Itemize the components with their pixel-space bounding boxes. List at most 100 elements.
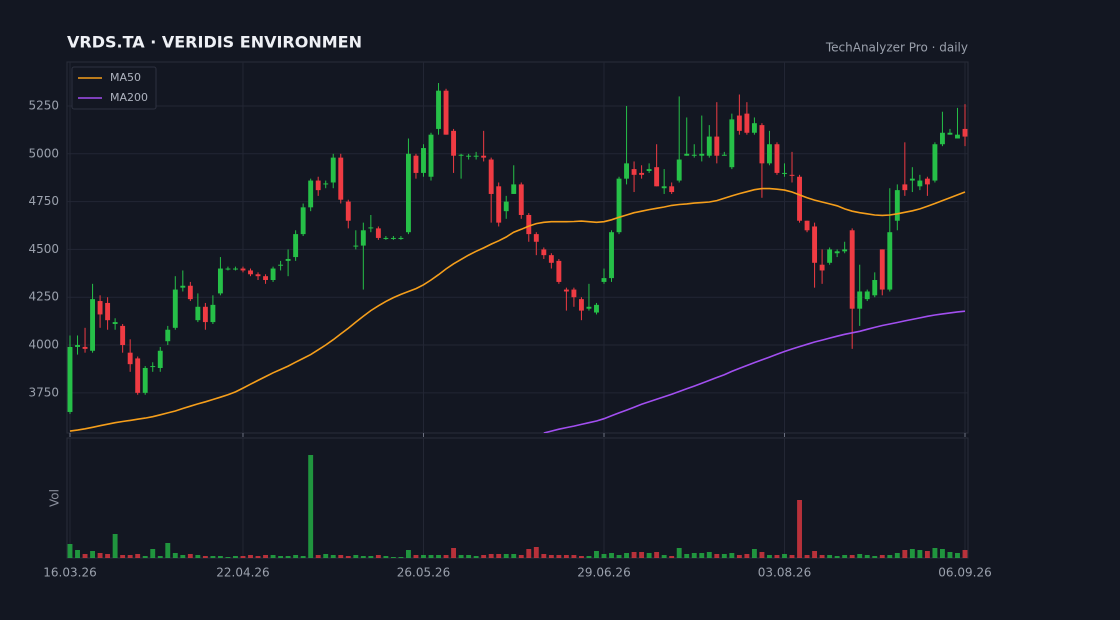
candle-body [661, 186, 667, 189]
candle-body [300, 207, 306, 235]
candle-body [112, 322, 118, 324]
candle-body [902, 184, 908, 191]
volume-bar [338, 555, 344, 558]
legend-label: MA200 [110, 91, 148, 104]
candle-body [624, 163, 629, 179]
candle-body [105, 302, 111, 321]
candles [67, 83, 968, 414]
volume-bar [797, 500, 802, 558]
volume-bar [917, 550, 923, 558]
volume-bar [767, 555, 772, 558]
volume-bar [661, 555, 667, 558]
volume-bar [172, 553, 178, 558]
candle-body [706, 136, 712, 156]
volume-bar [142, 556, 148, 558]
candle-body [887, 232, 893, 290]
candle-body [962, 128, 968, 137]
candle-body [563, 289, 569, 292]
candle-body [767, 144, 772, 164]
candle-body [533, 234, 539, 242]
volume-bar [157, 556, 163, 558]
volume-bar [233, 556, 238, 558]
candle-body [97, 301, 103, 315]
volume-bar [864, 555, 870, 558]
candle-body [594, 304, 599, 313]
candle-body [556, 260, 562, 282]
candle-body [225, 268, 231, 270]
volume-bar [255, 556, 261, 558]
volume-bar [849, 555, 855, 558]
volume-bar [894, 553, 900, 558]
candle-body [360, 230, 366, 246]
volume-bar [436, 555, 441, 558]
volume-bar [691, 553, 697, 558]
candle-body [857, 291, 863, 309]
volume-bar [601, 554, 607, 558]
volume-bar [458, 555, 464, 558]
volume-bar [75, 550, 80, 558]
y-tick-label: 5250 [28, 98, 59, 112]
volume-bar [217, 556, 223, 558]
candle-body [616, 178, 622, 233]
volume-bar [541, 554, 547, 558]
volume-bar [300, 556, 306, 558]
volume-bar [804, 555, 810, 558]
volume-bar [609, 553, 614, 558]
volume-bar [451, 548, 457, 558]
candle-body [488, 159, 494, 194]
candle-body [639, 172, 645, 175]
candle-body [127, 352, 133, 365]
y-tick-label: 4750 [28, 194, 59, 208]
volume-bar [902, 550, 908, 558]
candle-body [774, 144, 780, 173]
volume-bar [488, 554, 494, 558]
volume-bar [631, 552, 637, 558]
candle-body [947, 132, 953, 135]
volume-bar [82, 554, 88, 558]
candle-body [353, 245, 359, 247]
candle-body [67, 346, 73, 412]
candle-body [894, 190, 900, 221]
candle-body [375, 228, 381, 238]
ma-lines [69, 187, 966, 433]
volume-bar [278, 556, 284, 558]
y-tick-label: 4500 [28, 242, 59, 256]
y-tick-label: 5000 [28, 146, 59, 160]
volume-bar [496, 554, 502, 558]
volume-bar [406, 550, 411, 558]
candle-body [714, 136, 720, 156]
candle-body [571, 289, 577, 298]
volume-panel [66, 437, 969, 559]
candle-body [195, 306, 201, 321]
volume-bar [127, 555, 133, 558]
volume-bar [390, 557, 396, 558]
volume-bar [150, 549, 156, 558]
volume-bar [428, 555, 434, 558]
volume-bar [526, 549, 532, 558]
candle-body [842, 249, 848, 252]
volume-bar [97, 553, 103, 558]
volume-bar [270, 555, 276, 558]
ma-line [69, 187, 966, 432]
volume-bar [759, 552, 765, 558]
candle-body [458, 154, 464, 156]
volume-bar [473, 556, 479, 558]
y-tick-label: 3750 [28, 385, 59, 399]
volume-bar [466, 555, 472, 558]
volume-bar [594, 551, 599, 558]
volume-bar [744, 554, 750, 558]
candle-body [436, 90, 441, 129]
volume-bar [736, 555, 742, 558]
candle-body [157, 350, 163, 368]
x-tick-label: 29.06.26 [577, 566, 630, 580]
candle-body [451, 130, 457, 156]
candle-body [631, 169, 637, 175]
candle-body [924, 178, 930, 185]
volume-bar [684, 554, 690, 558]
candle-body [496, 186, 502, 223]
volume-bar [556, 555, 562, 558]
volume-bar [962, 550, 968, 558]
volume-bar [195, 555, 201, 558]
volume-bar [263, 555, 268, 558]
volume-bar [563, 555, 569, 558]
